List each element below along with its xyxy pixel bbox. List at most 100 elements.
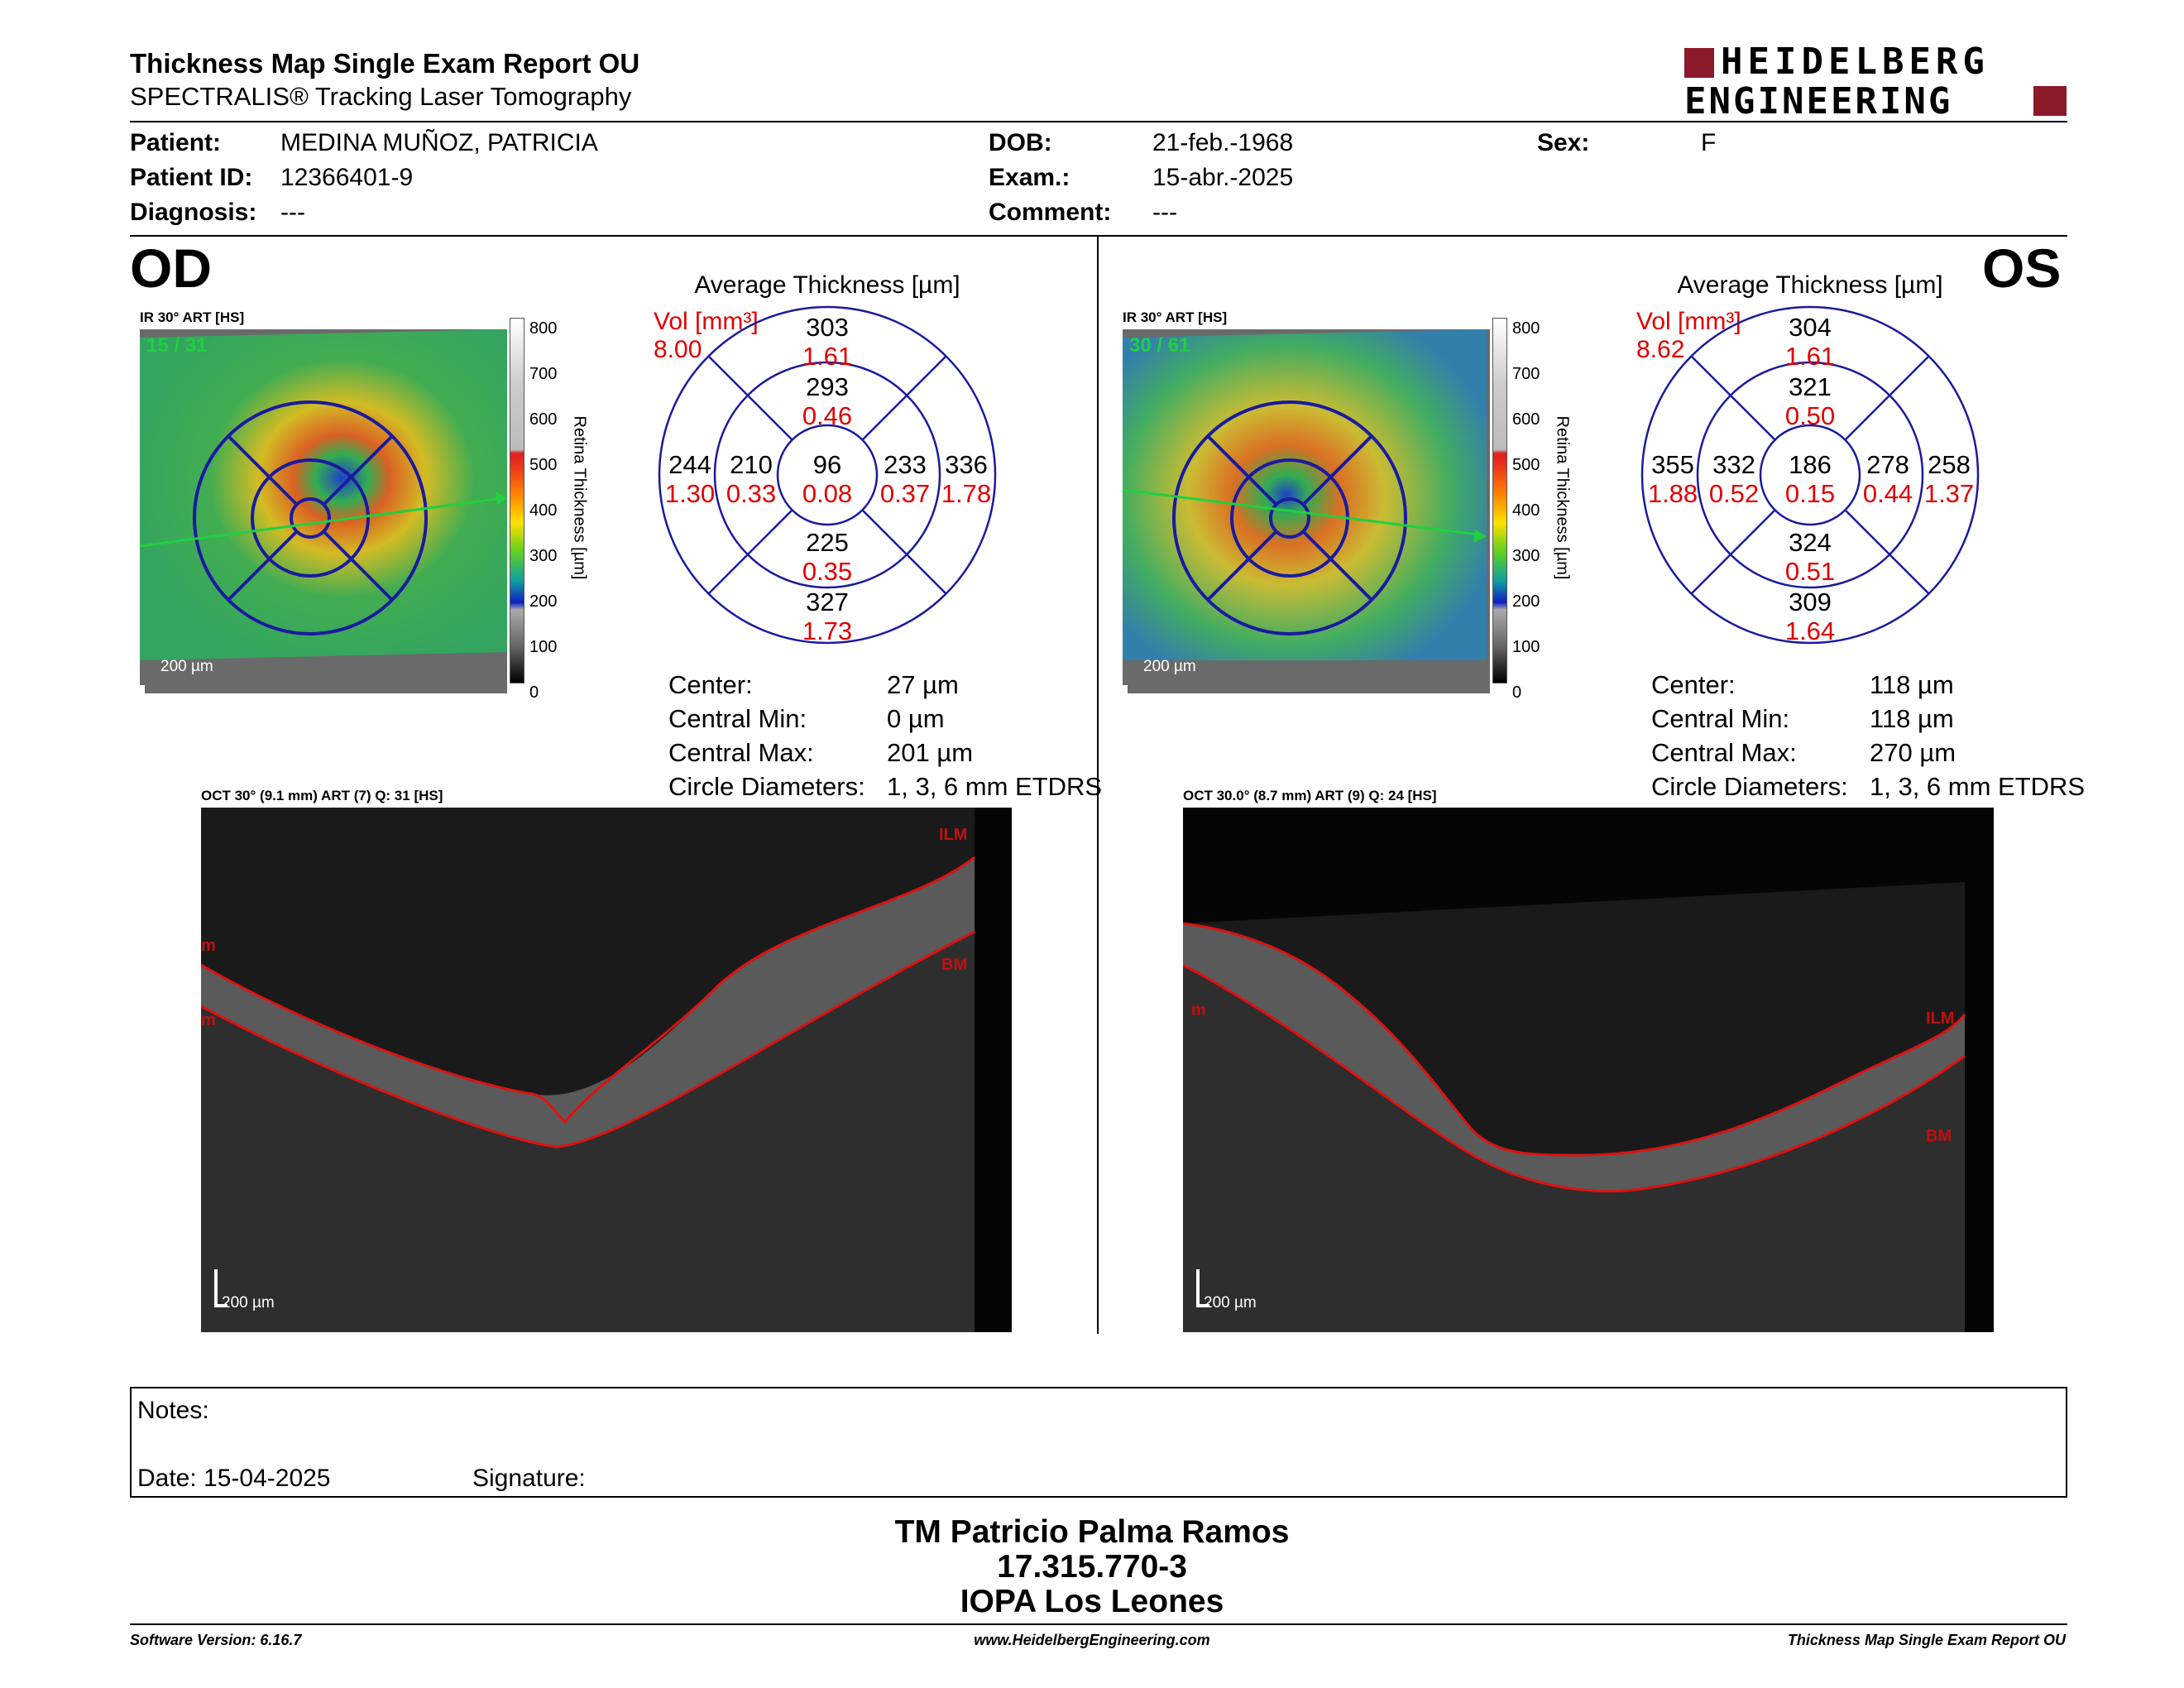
od-outer-inf-thickness: 327 [806, 587, 849, 616]
os-eye-label: OS [1982, 237, 2062, 299]
dob-label: DOB: [989, 129, 1052, 156]
os-inner-temp-thickness: 332 [1712, 450, 1755, 479]
os-vol-total: 8.62 [1636, 336, 1685, 363]
sex-label: Sex: [1537, 129, 1590, 156]
os-tick-700: 700 [1512, 365, 1540, 383]
od-ilm-label: ILM [939, 826, 968, 844]
os-tick-600: 600 [1512, 410, 1540, 429]
od-outer-temp-thickness: 244 [668, 450, 711, 479]
patient-label: Patient: [130, 129, 222, 156]
os-frame-counter: 30 / 61 [1129, 334, 1190, 357]
od-map-scale: 200 µm [160, 658, 213, 675]
od-center-thickness: 96 [812, 450, 842, 479]
os-tick-800: 800 [1512, 319, 1540, 338]
od-outer-temp-vol: 1.30 [664, 479, 716, 508]
logo-block-top [1684, 48, 1714, 78]
od-center-label: Center: [668, 670, 753, 699]
od-tick-300: 300 [529, 547, 558, 565]
od-colorbar-ticks: 800 700 600 500 400 300 200 100 0 [529, 306, 557, 716]
od-min-label: Central Min: [668, 704, 807, 733]
os-inner-sup-thickness: 321 [1789, 372, 1832, 401]
od-edge-m-2: m [201, 1011, 216, 1029]
diagnosis-label: Diagnosis: [130, 199, 257, 226]
od-inner-nasal-thickness: 233 [884, 450, 927, 479]
od-tick-800: 800 [529, 319, 558, 338]
od-tick-200: 200 [529, 592, 558, 611]
comment-label: Comment: [989, 199, 1112, 226]
comment-value: --- [1152, 199, 1177, 226]
od-tick-400: 400 [529, 501, 558, 520]
os-tick-200: 200 [1512, 592, 1540, 611]
os-outer-sup-vol: 1.61 [1784, 342, 1836, 371]
od-diam-label: Circle Diameters: [668, 772, 865, 801]
signer-clinic: IOPA Los Leones [960, 1584, 1224, 1619]
od-etdrs-grid [658, 305, 997, 645]
header-divider [130, 121, 2067, 122]
od-vol-total: 8.00 [654, 336, 702, 363]
patient-id: 12366401-9 [280, 164, 414, 191]
os-center-value: 118 µm [1870, 670, 1954, 699]
od-outer-sup-thickness: 303 [806, 313, 849, 342]
signer-rut: 17.315.770-3 [997, 1549, 1187, 1585]
report-title: Thickness Map Single Exam Report OU [130, 48, 640, 79]
eye-divider [1097, 237, 1099, 1334]
od-inner-nasal-vol: 0.37 [879, 479, 931, 508]
os-outer-inf-vol: 1.64 [1784, 616, 1836, 645]
od-center-value: 27 µm [887, 670, 959, 699]
notes-date: Date: 15-04-2025 [137, 1465, 331, 1492]
od-thickness-map [140, 329, 507, 693]
patient-id-label: Patient ID: [130, 164, 253, 191]
od-inner-inf-thickness: 225 [806, 528, 849, 557]
sex-value: F [1701, 129, 1717, 156]
od-inner-sup-vol: 0.46 [802, 401, 853, 430]
os-outer-sup-thickness: 304 [1789, 313, 1832, 342]
od-inner-temp-vol: 0.33 [726, 479, 777, 508]
od-oct-scale: 200 µm [222, 1294, 275, 1312]
patient-divider [130, 235, 2067, 237]
patient-name: MEDINA MUÑOZ, PATRICIA [280, 129, 598, 156]
od-outer-inf-vol: 1.73 [802, 616, 853, 645]
os-oct-label: OCT 30.0° (8.7 mm) ART (9) Q: 24 [HS] [1183, 788, 1437, 803]
os-tick-0: 0 [1512, 683, 1522, 702]
notes-box[interactable]: Notes: Date: 15-04-2025 Signature: [130, 1387, 2067, 1498]
od-frame-counter: 15 / 31 [146, 334, 208, 357]
od-tick-100: 100 [529, 638, 558, 656]
notes-label: Notes: [137, 1397, 209, 1424]
dob-value: 21-feb.-1968 [1152, 129, 1294, 156]
os-thickness-map [1123, 329, 1490, 693]
od-ir-label: IR 30° ART [HS] [140, 309, 245, 325]
os-inner-nasal-vol: 0.44 [1862, 479, 1913, 508]
od-eye-label: OD [130, 237, 212, 299]
od-tick-700: 700 [529, 365, 558, 383]
os-outer-nasal-thickness: 258 [1928, 450, 1971, 479]
footer-website[interactable]: www.HeidelbergEngineering.com [974, 1632, 1210, 1648]
os-tick-500: 500 [1512, 456, 1540, 474]
exam-label: Exam.: [989, 164, 1070, 191]
od-inner-inf-vol: 0.35 [802, 557, 853, 586]
os-colorbar-label: Retina Thickness [µm] [1553, 415, 1572, 580]
os-inner-inf-vol: 0.51 [1784, 557, 1836, 586]
os-min-label: Central Min: [1651, 704, 1790, 733]
od-inner-temp-thickness: 210 [730, 450, 773, 479]
os-min-value: 118 µm [1870, 704, 1954, 733]
os-oct-bscan [1183, 808, 1994, 1332]
os-diam-value: 1, 3, 6 mm ETDRS [1870, 772, 2086, 801]
logo-block-bottom [2033, 86, 2067, 116]
os-tick-300: 300 [1512, 547, 1540, 565]
os-etdrs-grid [1640, 305, 1980, 645]
os-max-value: 270 µm [1870, 738, 1956, 767]
os-diam-label: Circle Diameters: [1651, 772, 1848, 801]
diagnosis-value: --- [280, 199, 305, 226]
od-tick-600: 600 [529, 410, 558, 429]
report-subtitle: SPECTRALIS® Tracking Laser Tomography [130, 82, 632, 111]
os-thickness-title: Average Thickness [µm] [1677, 271, 1943, 299]
od-oct-label: OCT 30° (9.1 mm) ART (7) Q: 31 [HS] [201, 788, 443, 803]
od-diam-value: 1, 3, 6 mm ETDRS [887, 772, 1103, 801]
od-max-label: Central Max: [668, 738, 814, 767]
os-outer-nasal-vol: 1.37 [1923, 479, 1975, 508]
os-inner-sup-vol: 0.50 [1784, 401, 1836, 430]
od-max-value: 201 µm [887, 738, 974, 767]
od-outer-nasal-vol: 1.78 [941, 479, 992, 508]
od-tick-500: 500 [529, 456, 558, 474]
footer-divider [130, 1623, 2067, 1625]
